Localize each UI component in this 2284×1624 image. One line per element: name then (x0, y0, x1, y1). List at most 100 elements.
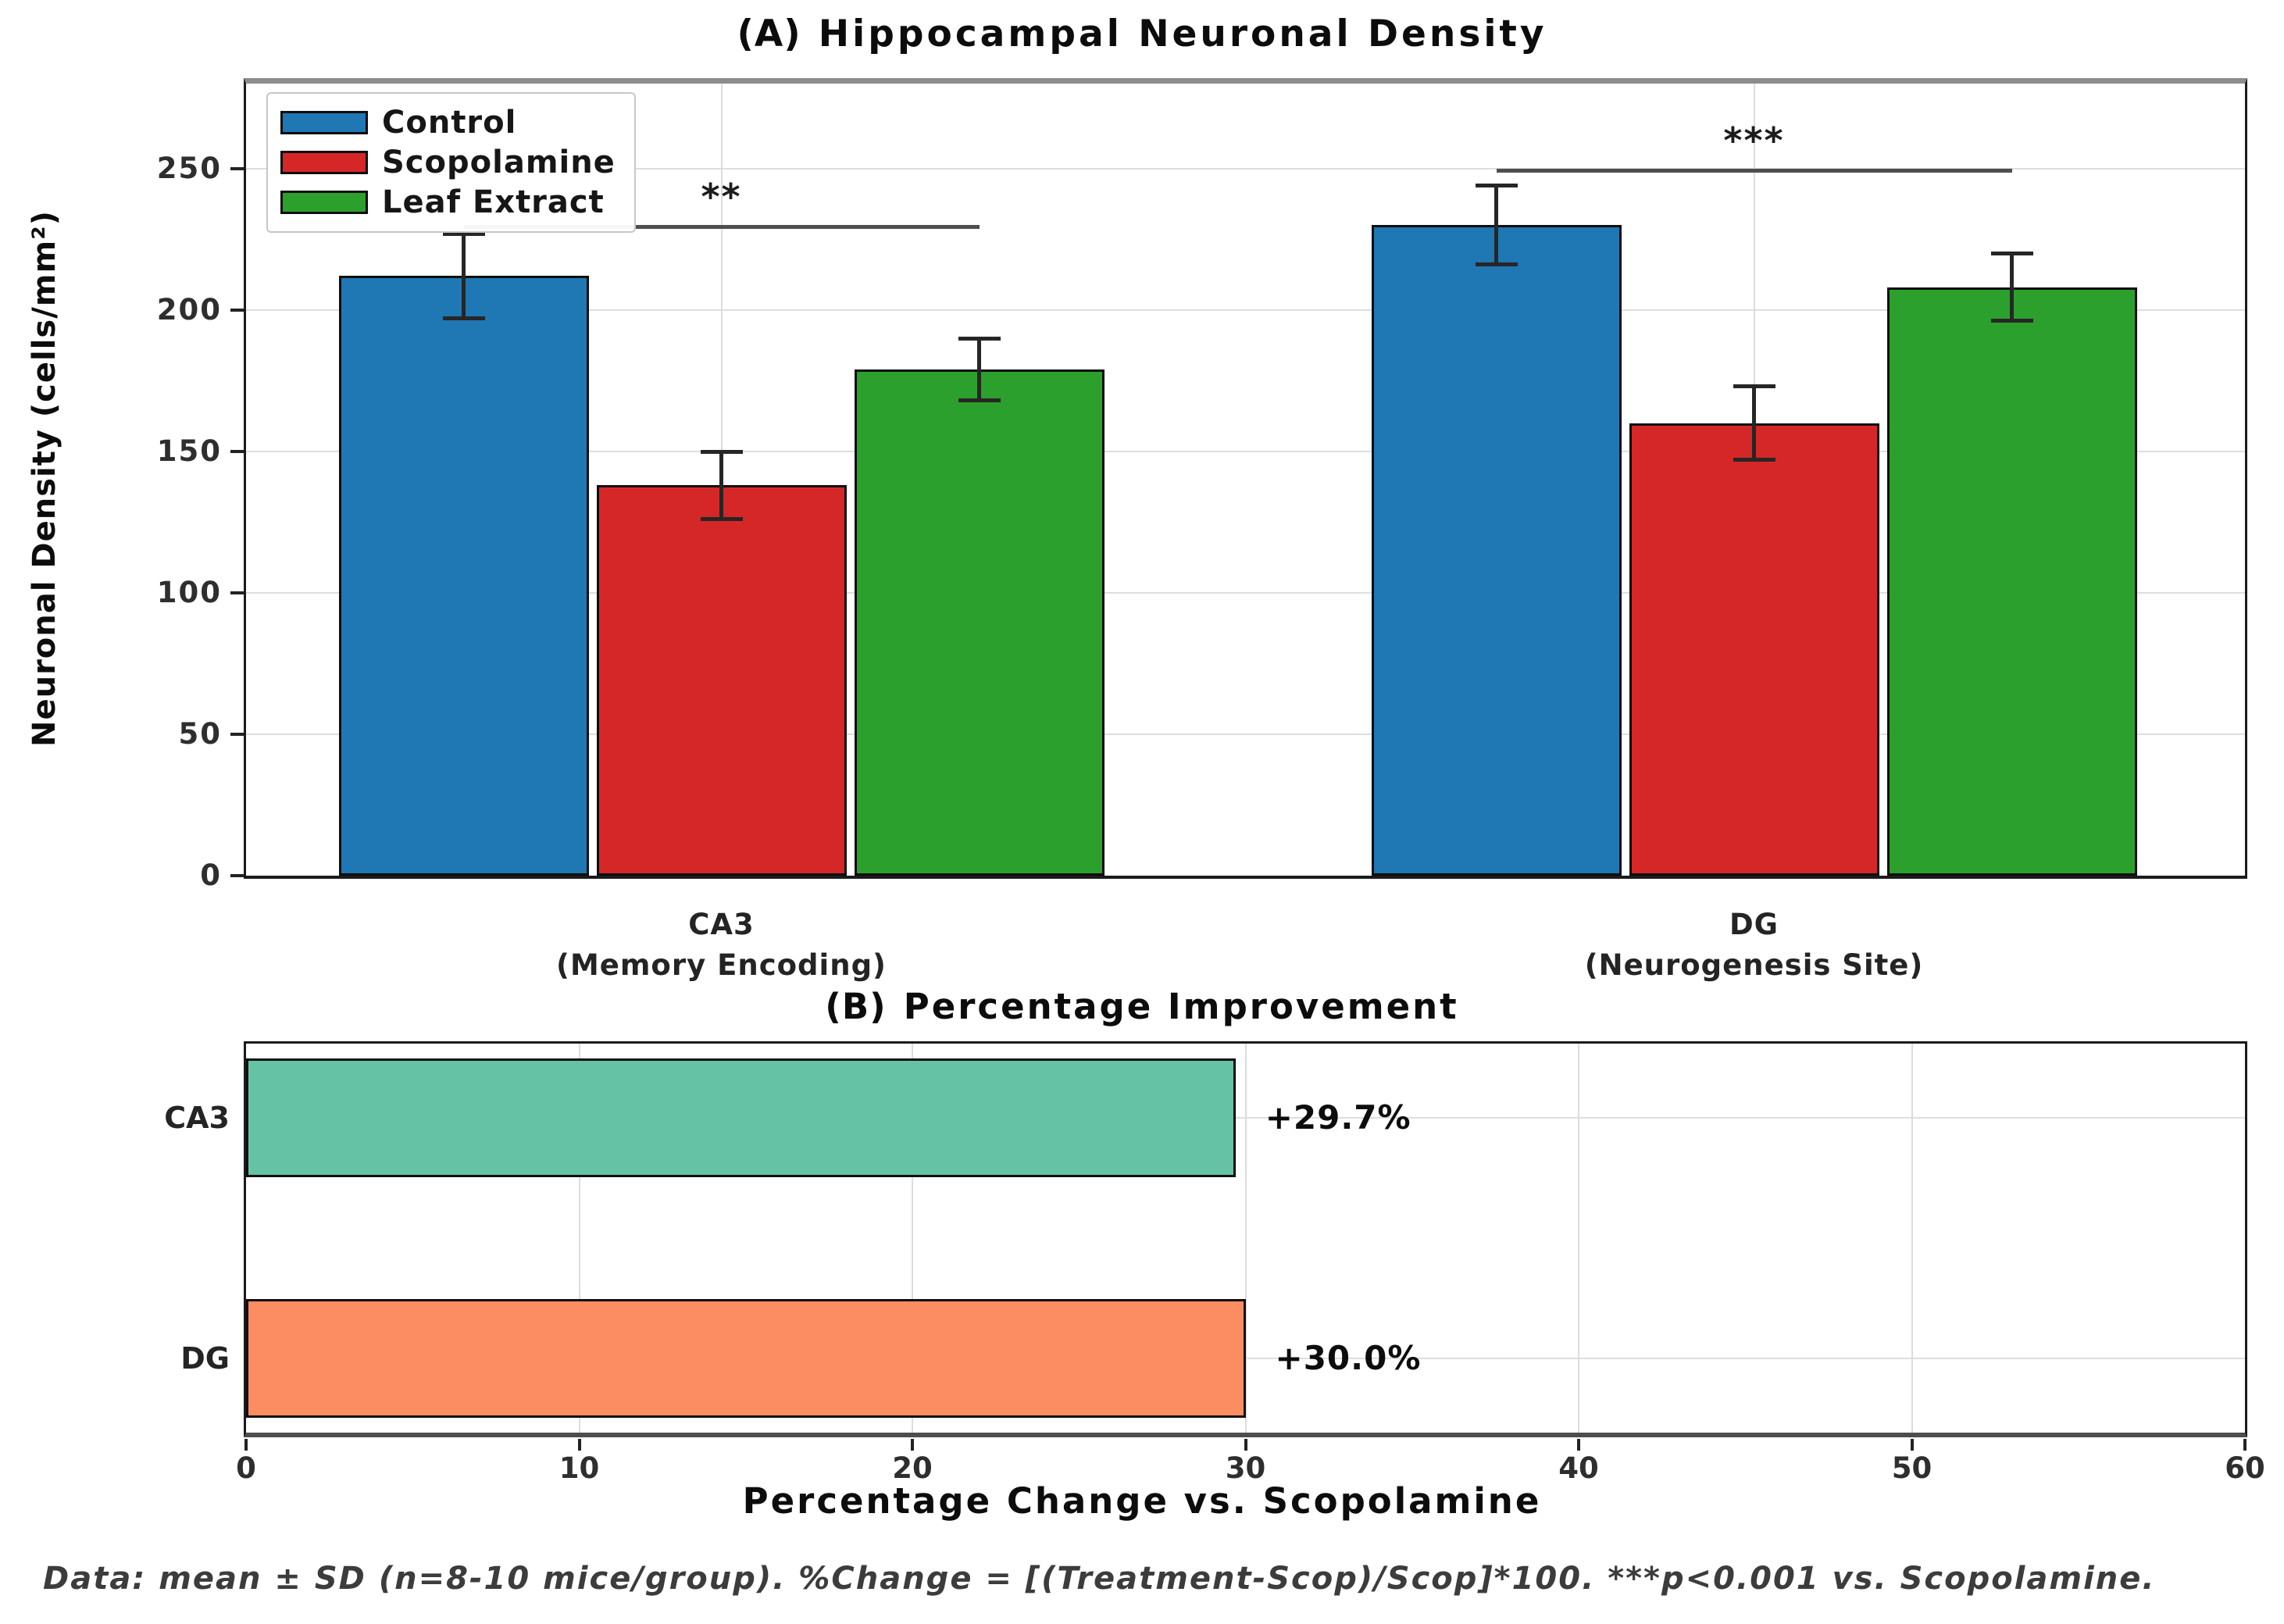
error-bar-cap-bottom-control-dg (1475, 262, 1518, 266)
y-tick-label-150: 150 (156, 434, 222, 468)
panel-b-title-text: Percentage Improvement (903, 986, 1459, 1027)
x-tick-label-dg: DG (Neurogenesis Site) (1458, 905, 2051, 986)
y-tick-label-100: 100 (156, 575, 222, 609)
error-bar-scopolamine-ca3 (719, 451, 724, 519)
error-bar-scopolamine-dg (1752, 386, 1756, 460)
hbar-ca3 (246, 1058, 1236, 1177)
error-bar-control-dg (1494, 185, 1498, 265)
x-tick-mark-0 (244, 1439, 248, 1451)
gridline-x-50 (1911, 1044, 1913, 1433)
gridline-x-30 (1244, 1044, 1247, 1433)
x-tick-mark-30 (1244, 1439, 1247, 1451)
gridline-y-200 (246, 309, 2245, 311)
error-bar-cap-top-scopolamine-ca3 (700, 449, 743, 454)
bar-control-dg (1371, 225, 1622, 876)
panel-b-letter: (B) (825, 986, 887, 1027)
x-tick-mark-10 (577, 1439, 581, 1451)
legend-item-control: Control (280, 105, 616, 141)
y-tick-label-250: 250 (156, 151, 222, 185)
significance-label-dg: *** (1723, 119, 1785, 162)
gridline-x-20 (912, 1044, 913, 1433)
error-bar-cap-bottom-control-ca3 (442, 316, 485, 320)
bar-leaf-extract-dg (1886, 287, 2137, 876)
panel-a-title-text: Hippocampal Neuronal Density (818, 12, 1547, 55)
y-tick-label-200: 200 (156, 292, 222, 327)
error-bar-cap-top-leaf-extract-ca3 (958, 336, 1001, 341)
panel-a-y-axis-label: Neuronal Density (cells/mm²) (27, 210, 62, 747)
panel-a-plot-area: ** *** (244, 78, 2247, 879)
x-tick-label-20: 20 (892, 1451, 933, 1485)
legend-swatch-control (280, 111, 368, 134)
significance-label-ca3: ** (701, 176, 742, 219)
error-bar-leaf-extract-ca3 (977, 337, 982, 401)
error-bar-cap-top-control-ca3 (442, 231, 485, 236)
panel-a-title: (A) Hippocampal Neuronal Density (0, 12, 2284, 55)
y-tick-label-dg: DG (180, 1341, 230, 1376)
legend-label-control: Control (382, 105, 517, 141)
x-tick-label-line2-ca3: (Memory Encoding) (556, 948, 887, 982)
gridline-y-150 (246, 450, 2245, 452)
error-bar-cap-bottom-scopolamine-ca3 (700, 516, 743, 521)
bar-scopolamine-dg (1629, 423, 1879, 876)
bar-value-label-dg: +30.0% (1275, 1339, 1422, 1378)
x-tick-label-line1-dg: DG (1729, 908, 1779, 941)
hbar-dg (246, 1299, 1246, 1419)
x-tick-label-50: 50 (1891, 1451, 1932, 1485)
x-tick-label-30: 30 (1225, 1451, 1266, 1485)
gridline-y-100 (246, 591, 2245, 594)
error-bar-cap-bottom-scopolamine-dg (1733, 457, 1775, 462)
panel-a-letter: (A) (737, 12, 801, 55)
gridline-x-10 (578, 1044, 580, 1433)
x-tick-label-line2-dg: (Neurogenesis Site) (1584, 948, 1924, 982)
legend-item-leaf-extract: Leaf Extract (280, 184, 616, 220)
legend-item-scopolamine: Scopolamine (280, 145, 616, 180)
bar-control-ca3 (338, 276, 589, 876)
legend-swatch-scopolamine (280, 151, 368, 174)
x-tick-label-60: 60 (2225, 1451, 2265, 1485)
figure-footnote: Data: mean ± SD (n=8-10 mice/group). %Ch… (43, 1561, 2156, 1597)
legend-label-scopolamine: Scopolamine (382, 145, 616, 180)
x-tick-label-10: 10 (559, 1451, 600, 1485)
x-tick-label-40: 40 (1558, 1451, 1599, 1485)
error-bar-cap-bottom-leaf-extract-dg (1990, 319, 2033, 323)
legend: Control Scopolamine Leaf Extract (266, 92, 636, 233)
legend-label-leaf-extract: Leaf Extract (382, 184, 605, 220)
x-tick-label-ca3: CA3 (Memory Encoding) (425, 905, 1019, 986)
y-tick-mark-150 (230, 449, 244, 453)
error-bar-cap-bottom-leaf-extract-ca3 (958, 398, 1001, 402)
significance-bracket-dg (1496, 168, 2012, 173)
error-bar-leaf-extract-dg (2010, 253, 2014, 322)
error-bar-cap-top-control-dg (1475, 184, 1518, 188)
significance-bracket-ca3 (463, 225, 980, 230)
panel-b-title: (B) Percentage Improvement (0, 986, 2284, 1027)
y-tick-mark-100 (230, 591, 244, 594)
y-tick-label-0: 0 (200, 858, 222, 892)
x-tick-mark-60 (2243, 1439, 2247, 1451)
x-tick-label-0: 0 (236, 1451, 256, 1485)
gridline-row-ca3 (246, 1116, 2245, 1119)
bar-scopolamine-ca3 (596, 485, 847, 876)
panel-b-x-axis-label: Percentage Change vs. Scopolamine (742, 1480, 1542, 1522)
panel-b-plot-area (244, 1041, 2247, 1437)
y-tick-mark-250 (230, 166, 244, 170)
x-tick-mark-40 (1577, 1439, 1580, 1451)
bar-leaf-extract-ca3 (854, 369, 1105, 876)
legend-swatch-leaf-extract (280, 191, 368, 214)
error-bar-control-ca3 (462, 233, 466, 319)
y-tick-label-ca3: CA3 (164, 1100, 230, 1135)
y-tick-mark-200 (230, 308, 244, 312)
y-tick-mark-50 (230, 732, 244, 736)
gridline-x-40 (1578, 1044, 1579, 1433)
gridline-y-250 (246, 167, 2245, 170)
gridline-y-50 (246, 733, 2245, 735)
error-bar-cap-top-leaf-extract-dg (1990, 252, 2033, 256)
error-bar-cap-top-scopolamine-dg (1733, 384, 1775, 389)
y-tick-label-50: 50 (178, 716, 222, 751)
x-tick-mark-50 (1910, 1439, 1914, 1451)
gridline-row-dg (246, 1358, 2245, 1360)
x-tick-mark-20 (911, 1439, 914, 1451)
x-tick-label-line1-ca3: CA3 (688, 908, 755, 941)
y-tick-mark-0 (230, 874, 244, 877)
bar-value-label-ca3: +29.7% (1265, 1098, 1411, 1137)
